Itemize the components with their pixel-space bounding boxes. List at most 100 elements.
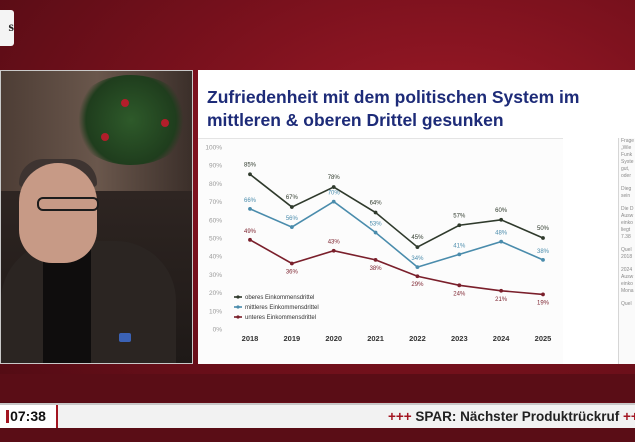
data-point	[541, 292, 545, 297]
data-point	[373, 230, 378, 235]
news-ticker: 07:38 +++ SPAR: Nächster Produktrückruf …	[0, 403, 635, 428]
data-point	[289, 205, 294, 209]
series-line-3	[249, 239, 544, 296]
note-fragment: Quel	[621, 247, 632, 253]
note-fragment: Quel	[621, 301, 632, 307]
note-fragment: 2018	[621, 254, 633, 260]
data-label: 38%	[370, 266, 383, 272]
legend-marker	[236, 295, 240, 299]
note-fragment: gut,	[621, 166, 630, 172]
line-chart: 0% 10% 20% 30% 40% 50% 60% 70% 80% 90% 100% 2018 201…	[205, 145, 552, 344]
note-fragment: liegt	[621, 227, 631, 233]
data-point	[373, 257, 378, 262]
data-label: 49%	[244, 229, 257, 235]
note-fragment: Syste	[621, 159, 634, 165]
y-tick-label: 70%	[209, 199, 222, 206]
data-label: 34%	[411, 256, 424, 262]
speaker-glasses	[37, 197, 99, 211]
y-tick-label: 80%	[209, 181, 222, 188]
data-label: 24%	[453, 291, 466, 297]
x-tick-label: 2019	[284, 334, 301, 343]
data-label: 70%	[328, 191, 341, 197]
data-point	[415, 265, 420, 270]
ticker-separator	[0, 374, 635, 402]
legend-label: oberes Einkommensdrittel	[245, 295, 314, 301]
data-point	[499, 217, 504, 222]
data-point	[331, 199, 336, 204]
note-fragment: einko	[621, 281, 633, 287]
data-point	[541, 257, 545, 262]
x-tick-label: 2022	[409, 334, 426, 343]
note-fragment: Ausw	[621, 213, 634, 219]
ticker-next-prefix: +++	[622, 409, 635, 424]
slide-title: Zufriedenheit mit dem politischen System…	[207, 86, 617, 132]
x-tick-label: 2025	[535, 334, 552, 343]
data-point	[415, 274, 420, 279]
clock-time: 07:38	[10, 408, 46, 424]
series-line-2	[249, 200, 544, 269]
legend-label: mittleres Einkommensdrittel	[245, 305, 319, 311]
note-fragment: Ausw	[621, 274, 634, 280]
ornament	[161, 119, 169, 127]
data-label: 29%	[411, 282, 424, 288]
note-fragment: oder	[621, 173, 632, 179]
slide-title-line-1: Zufriedenheit mit dem politischen System…	[207, 87, 580, 107]
y-tick-label: 20%	[209, 290, 222, 297]
note-fragment: Die D	[621, 206, 634, 212]
ticker-text: +++ SPAR: Nächster Produktrückruf +++ N	[388, 405, 635, 428]
legend-label: unteres Einkommensdrittel	[245, 315, 316, 321]
data-label: 60%	[495, 208, 508, 214]
data-point	[457, 283, 462, 288]
ticker-prefix: +++	[388, 409, 412, 424]
data-label: 50%	[537, 226, 550, 232]
note-fragment: 7.38	[621, 234, 631, 240]
note-fragment: Mona	[621, 288, 634, 294]
data-point	[541, 236, 545, 240]
data-label: 36%	[286, 269, 299, 275]
clock: 07:38	[0, 405, 58, 428]
data-label: 66%	[244, 198, 257, 204]
note-fragment: 2024	[621, 267, 633, 273]
y-tick-label: 10%	[209, 308, 222, 315]
data-label: 21%	[495, 297, 508, 303]
presentation-slide: Zufriedenheit mit dem politischen System…	[198, 70, 635, 364]
channel-logo: s	[0, 10, 14, 46]
data-label: 48%	[495, 231, 508, 237]
ornament	[101, 133, 109, 141]
data-label: 45%	[411, 235, 424, 241]
data-point	[331, 185, 336, 189]
christmas-garland	[71, 75, 191, 165]
x-tick-label: 2021	[367, 334, 384, 343]
data-label: 19%	[537, 300, 550, 306]
chart-panel: 0% 10% 20% 30% 40% 50% 60% 70% 80% 90% 100% 2018 201…	[198, 138, 563, 364]
data-label: 38%	[537, 249, 550, 255]
data-point	[457, 223, 462, 228]
data-point	[248, 206, 252, 211]
x-tick-label: 2018	[242, 334, 259, 343]
data-point	[499, 288, 504, 293]
x-tick-label: 2024	[493, 334, 511, 343]
y-tick-label: 100%	[205, 145, 222, 152]
lapel-pin	[119, 333, 131, 342]
x-tick-label: 2020	[325, 334, 342, 343]
y-tick-label: 60%	[209, 217, 222, 224]
data-label: 56%	[286, 216, 299, 222]
slide-title-line-2: mittleren & oberen Drittel gesunken	[207, 110, 504, 130]
data-label: 85%	[244, 162, 257, 168]
note-fragment: einko	[621, 220, 633, 226]
legend-marker	[236, 315, 240, 319]
y-tick-label: 90%	[209, 163, 222, 170]
data-point	[373, 210, 378, 215]
data-point	[248, 172, 252, 177]
data-point	[457, 252, 462, 257]
legend-marker	[236, 305, 240, 309]
data-point	[331, 248, 336, 253]
note-fragment: „Wie	[621, 145, 632, 151]
data-point	[289, 261, 294, 266]
y-tick-label: 50%	[209, 236, 222, 243]
data-point	[499, 239, 504, 244]
data-label: 67%	[286, 195, 299, 201]
note-fragment: Dieg	[621, 186, 632, 192]
note-fragment: sein	[621, 193, 631, 199]
